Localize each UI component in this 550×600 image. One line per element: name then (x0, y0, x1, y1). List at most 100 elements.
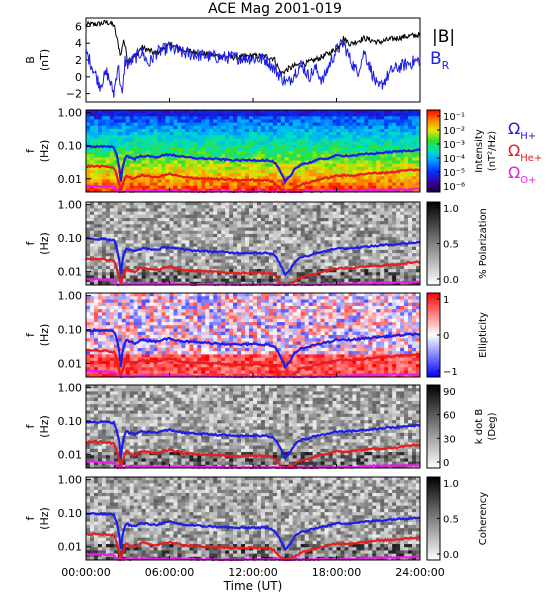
heatmap-cell (177, 138, 182, 142)
heatmap-cell (201, 233, 206, 238)
heatmap-cell (213, 265, 218, 270)
heatmap-cell (101, 208, 107, 212)
heatmap-cell (193, 233, 198, 238)
heatmap-cell (129, 278, 135, 283)
heatmap-cell (408, 138, 413, 142)
heatmap-cell (133, 299, 139, 304)
heatmap-cell (376, 249, 381, 254)
heatmap-cell (161, 253, 166, 257)
heatmap-cell (177, 269, 182, 273)
heatmap-cell (380, 278, 385, 283)
heatmap-cell (225, 182, 230, 187)
heatmap-cell (260, 135, 266, 139)
heatmap-cell (209, 125, 214, 130)
heatmap-cell (105, 116, 111, 120)
heatmap-cell (233, 202, 238, 206)
heatmap-cell (276, 138, 282, 142)
heatmap-cell (93, 325, 99, 329)
heatmap-cell (113, 166, 119, 171)
heatmap-cell (324, 163, 329, 168)
heatmap-cell (197, 151, 202, 155)
heatmap-cell (113, 373, 119, 378)
heatmap-cell (396, 281, 401, 286)
heatmap-cell (165, 237, 170, 241)
heatmap-cell (145, 249, 151, 254)
heatmap-cell (101, 253, 107, 257)
heatmap-cell (384, 249, 389, 254)
heatmap-cell (109, 246, 115, 251)
heatmap-cell (336, 243, 341, 248)
heatmap-cell (173, 144, 178, 149)
heatmap-cell (93, 135, 99, 139)
heatmap-cell (260, 166, 266, 171)
heatmap-cell (256, 163, 262, 168)
heatmap-cell (396, 141, 401, 146)
heatmap-cell (109, 147, 115, 152)
heatmap-cell (173, 138, 178, 142)
heatmap-cell (185, 125, 190, 130)
heatmap-cell (416, 132, 421, 136)
heatmap-cell (105, 125, 111, 130)
heatmap-cell (117, 205, 123, 209)
heatmap-cell (101, 176, 107, 180)
heatmap-cell (412, 221, 417, 225)
heatmap-cell (416, 179, 421, 183)
heatmap-cell (133, 370, 139, 375)
heatmap-cell (225, 173, 230, 177)
heatmap-cell (145, 110, 151, 114)
heatmap-cell (312, 224, 318, 228)
heatmap-cell (93, 125, 99, 130)
heatmap-cell (300, 163, 306, 168)
heatmap-cell (129, 169, 135, 174)
heatmap-cell (105, 173, 111, 177)
heatmap-cell (312, 128, 318, 133)
heatmap-cell (388, 214, 393, 219)
heatmap-cell (153, 240, 158, 244)
heatmap-cell (169, 240, 174, 244)
heatmap-cell (145, 299, 151, 304)
heatmap-cell (105, 166, 111, 171)
heatmap-cell (380, 166, 385, 171)
heatmap-cell (384, 176, 389, 180)
heatmap-cell (221, 272, 226, 276)
heatmap-cell (145, 160, 151, 165)
heatmap-cell (86, 373, 91, 378)
heatmap-cell (272, 221, 278, 225)
heatmap-cell (308, 246, 314, 251)
heatmap-cell (125, 305, 131, 310)
heatmap-cell (89, 256, 95, 260)
heatmap-cell (332, 278, 337, 283)
heatmap-cell (336, 237, 341, 241)
heatmap-cell (173, 202, 178, 206)
heatmap-cell (276, 249, 282, 254)
heatmap-cell (181, 249, 186, 254)
heatmap-cell (268, 169, 274, 174)
heatmap-cell (157, 262, 162, 267)
heatmap-cell (137, 173, 143, 177)
heatmap-cell (376, 227, 381, 232)
heatmap-cell (125, 249, 131, 254)
heatmap-cell (416, 160, 421, 165)
heatmap-cell (237, 211, 242, 216)
heatmap-cell (117, 305, 123, 310)
heatmap-cell (89, 208, 95, 212)
heatmap-cell (368, 116, 373, 120)
heatmap-cell (360, 246, 365, 251)
heatmap-cell (312, 135, 318, 139)
heatmap-cell (93, 138, 99, 142)
heatmap-cell (237, 208, 242, 212)
heatmap-cell (280, 256, 286, 260)
heatmap-cell (105, 265, 111, 270)
heatmap-cell (272, 157, 278, 161)
heatmap-cell (352, 233, 357, 238)
heatmap-cell (388, 135, 393, 139)
heatmap-cell (260, 163, 266, 168)
heatmap-cell (249, 176, 254, 180)
heatmap-cell (221, 138, 226, 142)
heatmap-cell (133, 116, 139, 120)
heatmap-cell (233, 243, 238, 248)
heatmap-cell (404, 224, 409, 228)
heatmap-cell (260, 256, 266, 260)
heatmap-cell (181, 182, 186, 187)
heatmap-cell (256, 173, 262, 177)
